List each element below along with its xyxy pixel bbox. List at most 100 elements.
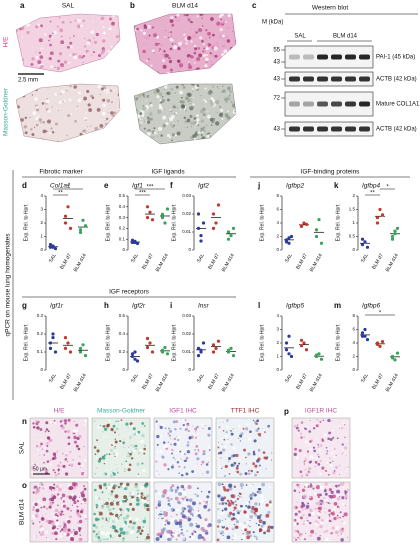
texture-dot — [156, 450, 160, 454]
texture-dot — [333, 502, 338, 506]
texture-dot — [108, 419, 111, 422]
texture-dot — [217, 68, 222, 73]
texture-dot — [34, 459, 36, 461]
texture-dot — [222, 448, 226, 452]
texture-dot — [147, 533, 149, 536]
texture-dot — [307, 508, 309, 509]
texture-dot — [180, 473, 184, 477]
texture-dot — [112, 424, 116, 428]
texture-dot — [178, 465, 181, 468]
texture-dot — [325, 488, 327, 491]
texture-dot — [68, 464, 70, 466]
texture-dot — [105, 501, 109, 506]
texture-dot — [78, 497, 80, 499]
texture-dot — [202, 449, 206, 453]
texture-dot — [45, 86, 47, 88]
texture-dot — [105, 487, 107, 489]
texture-dot — [224, 35, 229, 39]
y-tick-label: 4 — [352, 340, 355, 345]
texture-dot — [136, 531, 138, 533]
texture-dot — [161, 494, 166, 498]
texture-dot — [66, 45, 70, 49]
panel-letter: d — [22, 181, 27, 190]
texture-dot — [63, 523, 67, 526]
texture-dot — [75, 53, 78, 55]
texture-dot — [197, 47, 200, 50]
texture-dot — [148, 34, 151, 37]
texture-dot — [64, 430, 67, 433]
texture-dot — [169, 56, 172, 58]
texture-dot — [26, 50, 28, 52]
group-header: IGF ligands — [151, 169, 185, 176]
texture-dot — [120, 513, 123, 516]
texture-dot — [257, 432, 262, 437]
texture-dot — [187, 516, 190, 518]
texture-dot — [175, 43, 177, 45]
texture-dot — [329, 503, 331, 505]
texture-dot — [132, 431, 136, 435]
texture-dot — [47, 430, 50, 433]
texture-dot — [140, 140, 144, 144]
texture-dot — [193, 45, 197, 48]
texture-dot — [114, 494, 119, 499]
texture-dot — [158, 91, 163, 96]
texture-dot — [339, 482, 343, 486]
texture-dot — [173, 124, 176, 127]
texture-dot — [184, 496, 187, 499]
texture-dot — [82, 497, 87, 502]
texture-dot — [61, 20, 65, 24]
texture-dot — [197, 128, 199, 131]
texture-dot — [31, 94, 34, 96]
texture-dot — [35, 420, 38, 423]
texture-dot — [230, 100, 233, 104]
texture-dot — [264, 431, 266, 434]
texture-dot — [334, 484, 338, 488]
texture-dot — [258, 490, 262, 495]
texture-dot — [218, 502, 222, 505]
texture-dot — [227, 14, 231, 18]
point — [304, 222, 309, 226]
texture-dot — [40, 64, 44, 69]
texture-dot — [73, 420, 75, 422]
point — [63, 336, 68, 340]
band — [289, 126, 300, 132]
texture-dot — [114, 445, 116, 448]
point — [363, 334, 367, 338]
texture-dot — [192, 121, 197, 125]
texture-dot — [45, 507, 48, 510]
texture-dot — [146, 517, 148, 519]
texture-dot — [218, 530, 220, 532]
texture-dot — [106, 452, 108, 454]
texture-dot — [188, 65, 193, 70]
x-tick-label: BLM d7 — [141, 372, 155, 390]
texture-dot — [123, 446, 125, 448]
texture-dot — [17, 16, 21, 20]
texture-dot — [88, 108, 93, 112]
texture-dot — [70, 45, 73, 49]
texture-dot — [218, 14, 222, 18]
texture-dot — [164, 493, 166, 495]
texture-dot — [319, 485, 324, 490]
texture-dot — [267, 457, 271, 461]
texture-dot — [119, 527, 124, 532]
texture-dot — [207, 43, 211, 47]
texture-dot — [123, 509, 125, 512]
texture-dot — [157, 532, 162, 536]
texture-dot — [39, 428, 43, 432]
texture-dot — [293, 522, 297, 526]
texture-dot — [61, 493, 66, 498]
texture-dot — [18, 58, 22, 62]
plot-title: Igfbp2 — [286, 183, 304, 190]
point — [48, 243, 53, 247]
scale-label: 2.5 mm — [18, 78, 38, 84]
texture-dot — [220, 437, 222, 440]
texture-dot — [304, 457, 307, 460]
texture-dot — [206, 132, 209, 136]
texture-dot — [71, 510, 73, 512]
point — [214, 221, 218, 225]
texture-dot — [201, 17, 203, 20]
texture-dot — [223, 438, 226, 441]
texture-dot — [94, 40, 98, 44]
y-tick-label: 8 — [352, 313, 355, 318]
texture-dot — [334, 448, 336, 450]
